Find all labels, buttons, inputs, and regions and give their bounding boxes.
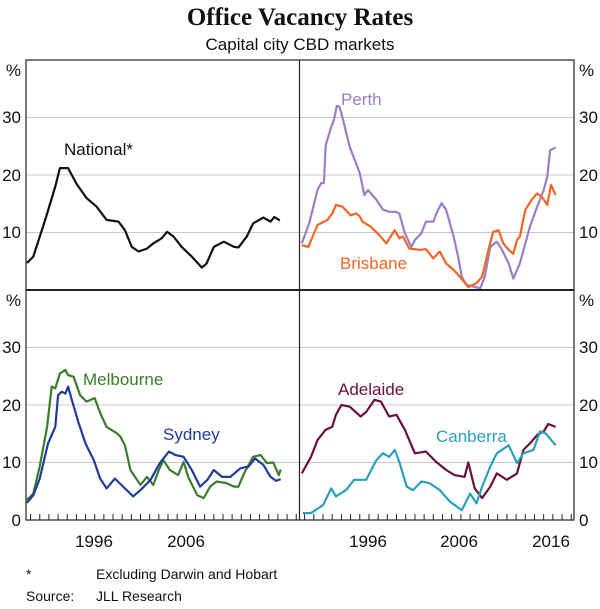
label-perth: Perth bbox=[341, 90, 382, 109]
y-tick-10: 10 bbox=[2, 453, 21, 472]
footnote-marker: * bbox=[26, 566, 32, 582]
x-axis-ticks bbox=[30, 514, 572, 520]
y-tick-10: 10 bbox=[2, 223, 21, 242]
y-unit-bottom-right: % bbox=[579, 291, 594, 310]
label-melbourne: Melbourne bbox=[83, 370, 163, 389]
x-tick-2006-left: 2006 bbox=[167, 532, 205, 551]
y-unit-bottom-left: % bbox=[6, 291, 21, 310]
series-line-perth bbox=[300, 104, 557, 290]
y-tick-0: 0 bbox=[12, 511, 21, 530]
series-line-brisbane bbox=[301, 183, 557, 289]
series-line-national bbox=[26, 167, 281, 269]
x-tick-1996-right: 1996 bbox=[349, 532, 387, 551]
series-line-canberra bbox=[302, 430, 557, 515]
label-sydney: Sydney bbox=[163, 425, 220, 444]
label-canberra: Canberra bbox=[436, 427, 507, 446]
y-tick-30: 30 bbox=[579, 108, 598, 127]
label-national: National* bbox=[64, 140, 133, 159]
source-text: JLL Research bbox=[96, 588, 182, 604]
x-tick-2006-right: 2006 bbox=[440, 532, 478, 551]
y-tick-30: 30 bbox=[579, 338, 598, 357]
x-tick-2016-right: 2016 bbox=[532, 532, 570, 551]
x-tick-1996-left: 1996 bbox=[75, 532, 113, 551]
y-tick-20: 20 bbox=[2, 166, 21, 185]
y-tick-30: 30 bbox=[2, 108, 21, 127]
y-unit-top-right: % bbox=[579, 61, 594, 80]
footnote-text: Excluding Darwin and Hobart bbox=[96, 566, 277, 582]
y-tick-20: 20 bbox=[579, 396, 598, 415]
source-label: Source: bbox=[26, 588, 74, 604]
y-tick-30: 30 bbox=[2, 338, 21, 357]
label-brisbane: Brisbane bbox=[340, 254, 407, 273]
series-line-adelaide bbox=[300, 398, 557, 500]
chart-subtitle: Capital city CBD markets bbox=[206, 35, 395, 54]
chart-title: Office Vacancy Rates bbox=[187, 4, 414, 31]
label-adelaide: Adelaide bbox=[338, 380, 404, 399]
y-tick-0: 0 bbox=[579, 511, 588, 530]
y-tick-20: 20 bbox=[2, 396, 21, 415]
y-tick-10: 10 bbox=[579, 223, 598, 242]
series-lines bbox=[26, 104, 557, 515]
y-unit-top-left: % bbox=[6, 61, 21, 80]
series-line-melbourne bbox=[26, 368, 282, 501]
y-tick-20: 20 bbox=[579, 166, 598, 185]
y-tick-10: 10 bbox=[579, 453, 598, 472]
series-line-sydney bbox=[26, 385, 282, 504]
